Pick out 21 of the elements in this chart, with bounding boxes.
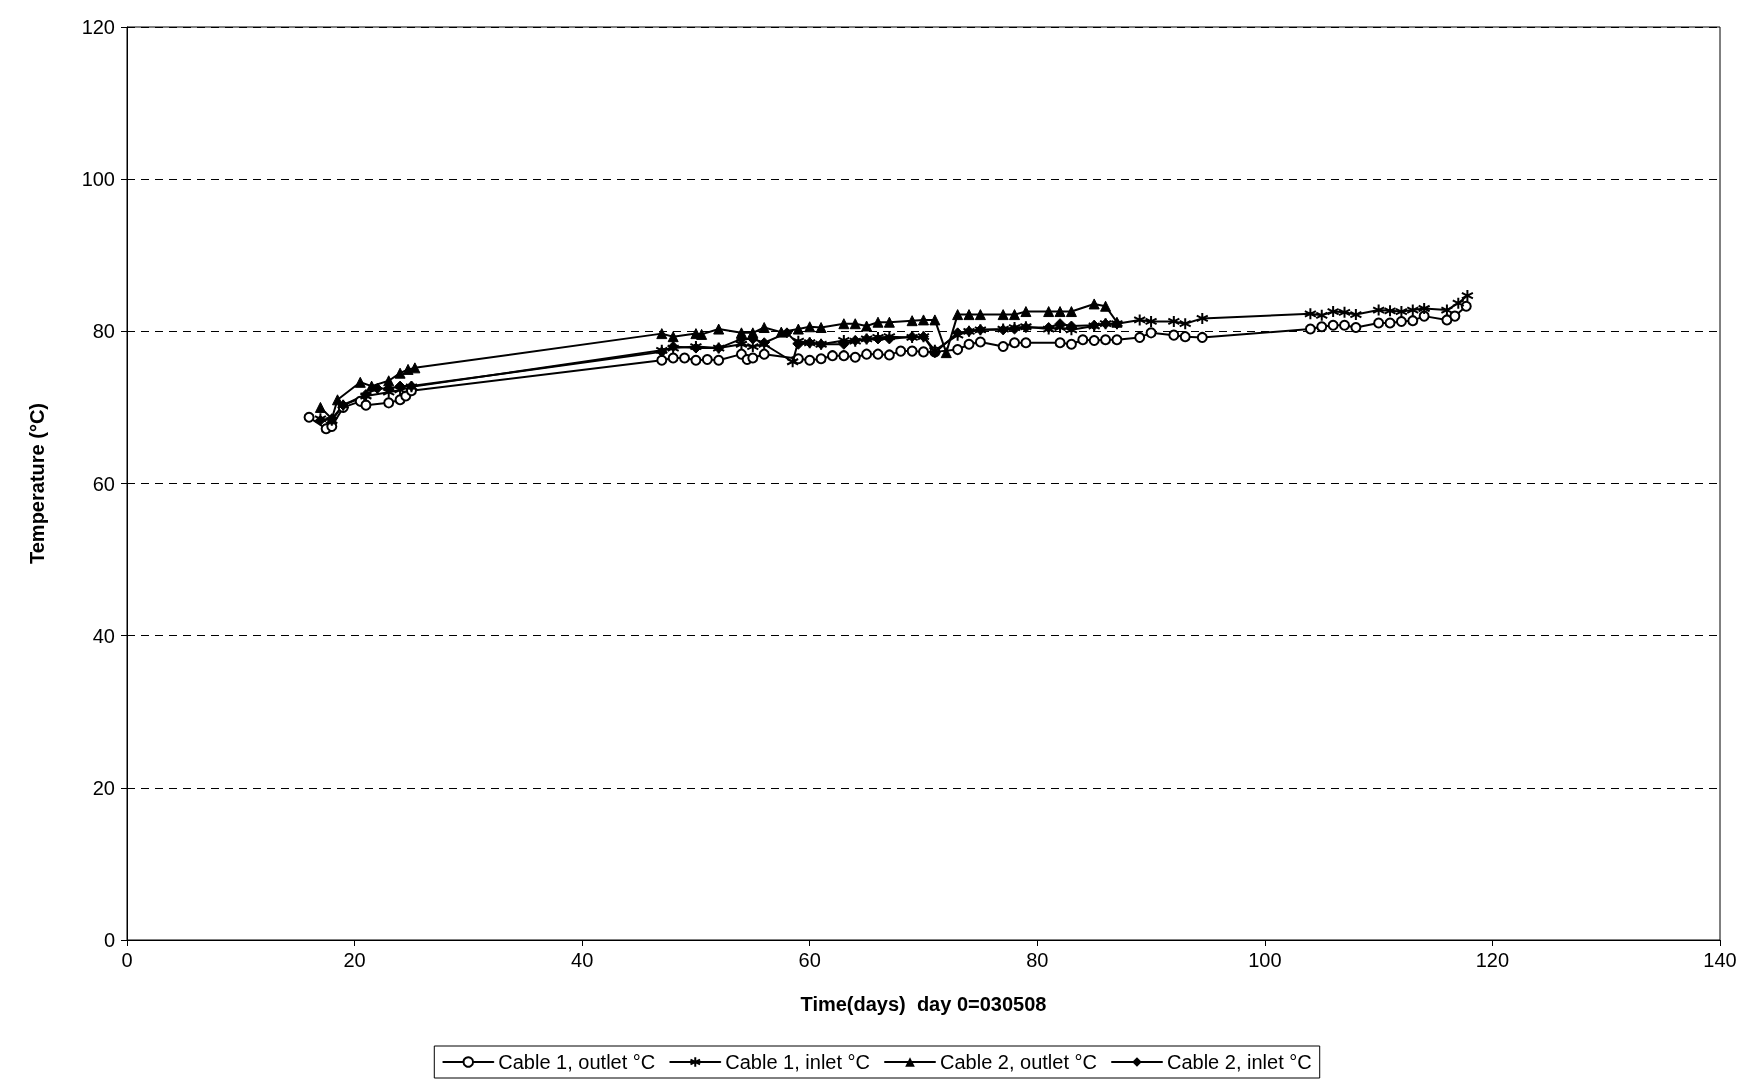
y-tick-label: 60 (92, 472, 115, 495)
y-tick-label: 120 (81, 16, 115, 38)
y-tick-label: 80 (92, 320, 115, 343)
legend-label: Cable 1, outlet °C (498, 1051, 656, 1073)
x-tick-label: 120 (1475, 949, 1510, 971)
y-tick-label: 40 (92, 624, 115, 647)
x-tick-label: 140 (1703, 949, 1737, 971)
legend-label: Cable 2, outlet °C (940, 1051, 1097, 1073)
x-tick-label: 20 (343, 949, 366, 971)
x-tick-label: 100 (1248, 949, 1282, 971)
y-axis-title: Temperature (°C) (26, 403, 48, 564)
x-tick-label: 0 (121, 949, 133, 971)
y-tick-label: 0 (103, 929, 115, 951)
y-tick-label: 20 (92, 776, 115, 799)
x-tick-label: 80 (1026, 949, 1049, 971)
x-tick-label: 60 (798, 949, 821, 971)
legend-label: Cable 1, inlet °C (725, 1051, 871, 1073)
y-tick-label: 100 (81, 168, 115, 191)
x-axis-title: Time(days) day 0=030508 (800, 993, 1047, 1015)
x-tick-label: 40 (571, 949, 594, 971)
legend-label: Cable 2, inlet °C (1166, 1051, 1312, 1073)
